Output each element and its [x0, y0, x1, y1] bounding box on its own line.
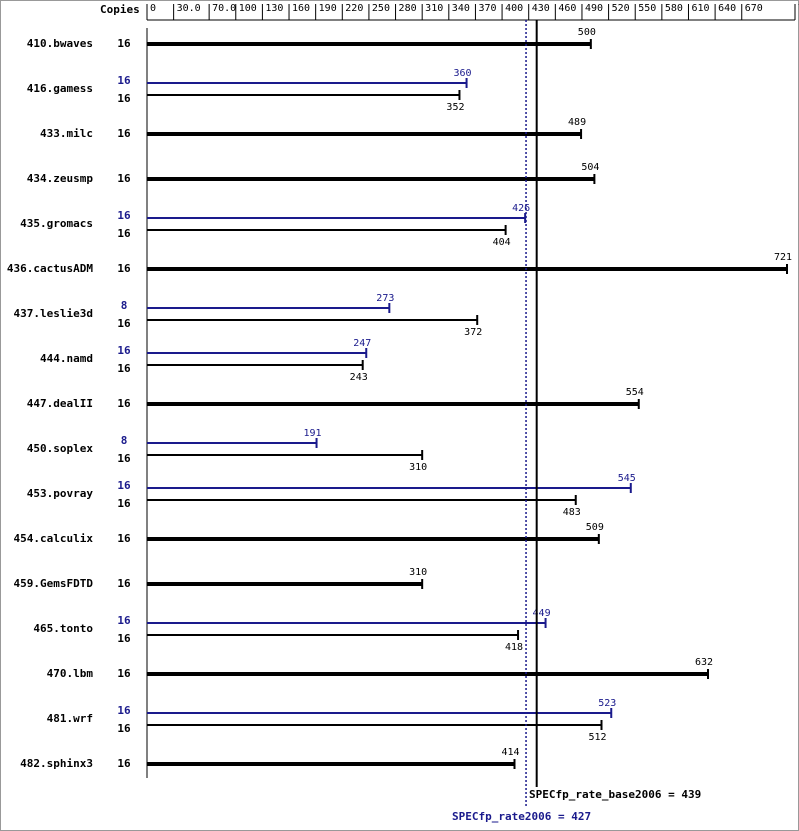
- value-label: 310: [409, 567, 427, 578]
- value-label: 545: [618, 473, 636, 484]
- copies-label: 16: [117, 497, 131, 510]
- copies-label: 16: [117, 757, 131, 770]
- benchmark-label: 450.soplex: [27, 442, 94, 455]
- copies-label: 16: [117, 577, 131, 590]
- copies-label: 8: [121, 434, 128, 447]
- value-label: 512: [588, 732, 606, 743]
- copies-label: 8: [121, 299, 128, 312]
- x-tick-label: 280: [399, 3, 417, 14]
- value-label: 500: [578, 27, 596, 38]
- reference-label: SPECfp_rate2006 = 427: [452, 810, 591, 823]
- x-tick-label: 670: [745, 3, 763, 14]
- copies-label: 16: [117, 74, 131, 87]
- copies-label: 16: [117, 479, 131, 492]
- value-label: 449: [533, 608, 551, 619]
- value-label: 404: [493, 237, 511, 248]
- copies-header: Copies: [100, 3, 140, 16]
- x-tick-label: 640: [718, 3, 736, 14]
- x-tick-label: 460: [558, 3, 576, 14]
- value-label: 504: [581, 162, 599, 173]
- copies-label: 16: [117, 362, 131, 375]
- x-tick-label: 100: [239, 3, 257, 14]
- value-label: 483: [563, 507, 581, 518]
- x-tick-label: 400: [505, 3, 523, 14]
- x-tick-label: 0: [150, 3, 156, 14]
- value-label: 632: [695, 657, 713, 668]
- value-label: 310: [409, 462, 427, 473]
- copies-label: 16: [117, 532, 131, 545]
- benchmark-label: 433.milc: [40, 127, 93, 140]
- x-tick-label: 430: [532, 3, 550, 14]
- benchmark-label: 454.calculix: [14, 532, 94, 545]
- benchmark-label: 459.GemsFDTD: [14, 577, 94, 590]
- reference-label: SPECfp_rate_base2006 = 439: [529, 788, 701, 801]
- copies-label: 16: [117, 227, 131, 240]
- value-label: 372: [464, 327, 482, 338]
- copies-label: 16: [117, 667, 131, 680]
- copies-label: 16: [117, 37, 131, 50]
- copies-label: 16: [117, 262, 131, 275]
- copies-label: 16: [117, 722, 131, 735]
- x-tick-label: 340: [452, 3, 470, 14]
- benchmark-label: 434.zeusmp: [27, 172, 94, 185]
- benchmark-label: 436.cactusADM: [7, 262, 93, 275]
- x-tick-label: 490: [585, 3, 603, 14]
- x-tick-label: 160: [292, 3, 310, 14]
- x-tick-label: 130: [265, 3, 283, 14]
- value-label: 191: [304, 428, 322, 439]
- copies-label: 16: [117, 397, 131, 410]
- copies-label: 16: [117, 209, 131, 222]
- benchmark-label: 481.wrf: [47, 712, 93, 725]
- benchmark-label: 435.gromacs: [20, 217, 93, 230]
- x-tick-label: 250: [372, 3, 390, 14]
- value-label: 523: [598, 698, 616, 709]
- copies-label: 16: [117, 614, 131, 627]
- x-tick-label: 610: [691, 3, 709, 14]
- value-label: 352: [446, 102, 464, 113]
- x-tick-label: 310: [425, 3, 443, 14]
- value-label: 721: [774, 252, 792, 263]
- copies-label: 16: [117, 317, 131, 330]
- x-tick-label: 190: [319, 3, 337, 14]
- benchmark-label: 447.dealII: [27, 397, 93, 410]
- value-label: 418: [505, 642, 523, 653]
- value-label: 243: [350, 372, 368, 383]
- value-label: 554: [626, 387, 644, 398]
- value-label: 247: [353, 338, 371, 349]
- benchmark-label: 453.povray: [27, 487, 94, 500]
- benchmark-label: 470.lbm: [47, 667, 94, 680]
- value-label: 360: [454, 68, 472, 79]
- value-label: 489: [568, 117, 586, 128]
- benchmark-label: 416.gamess: [27, 82, 93, 95]
- copies-label: 16: [117, 172, 131, 185]
- x-tick-label: 220: [345, 3, 363, 14]
- copies-label: 16: [117, 92, 131, 105]
- copies-label: 16: [117, 452, 131, 465]
- copies-label: 16: [117, 344, 131, 357]
- copies-label: 16: [117, 704, 131, 717]
- copies-label: 16: [117, 632, 131, 645]
- x-tick-label: 30.0: [177, 3, 201, 14]
- x-tick-label: 520: [612, 3, 630, 14]
- benchmark-label: 410.bwaves: [27, 37, 93, 50]
- value-label: 414: [501, 747, 519, 758]
- value-label: 273: [376, 293, 394, 304]
- x-tick-label: 70.0: [212, 3, 236, 14]
- benchmark-label: 465.tonto: [33, 622, 93, 635]
- value-label: 426: [512, 203, 530, 214]
- x-tick-label: 580: [665, 3, 683, 14]
- x-tick-label: 370: [478, 3, 496, 14]
- copies-label: 16: [117, 127, 131, 140]
- x-tick-label: 550: [638, 3, 656, 14]
- benchmark-label: 482.sphinx3: [20, 757, 93, 770]
- benchmark-label: 444.namd: [40, 352, 93, 365]
- value-label: 509: [586, 522, 604, 533]
- benchmark-label: 437.leslie3d: [14, 307, 93, 320]
